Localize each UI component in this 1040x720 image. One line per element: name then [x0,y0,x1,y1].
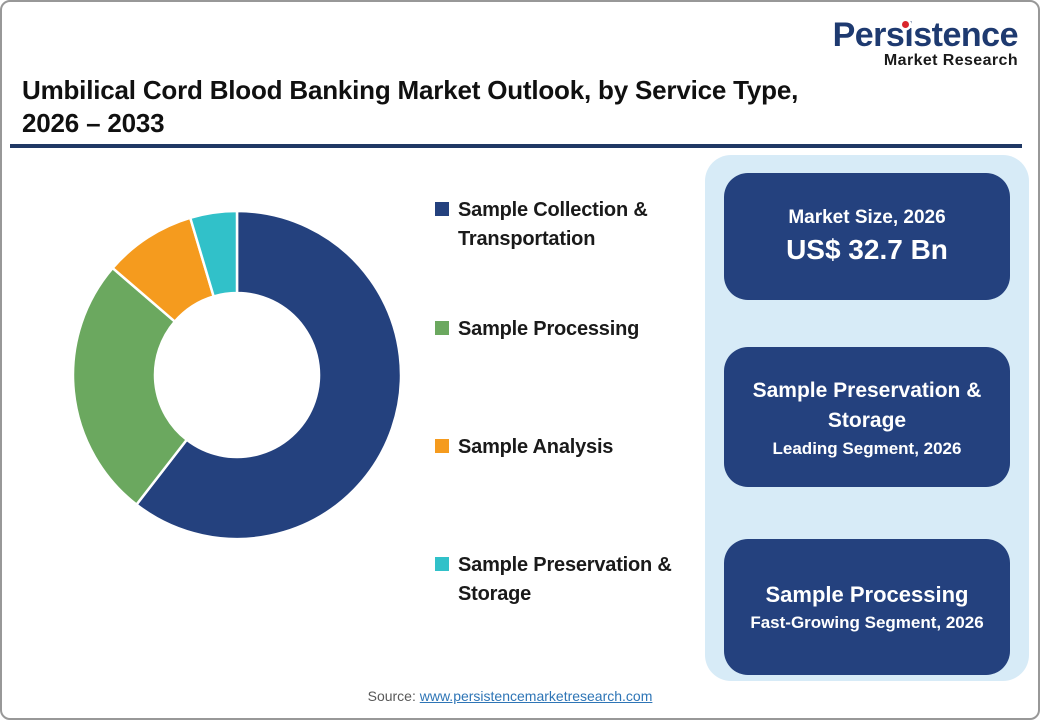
legend-label: Sample Processing [458,318,640,340]
source-label: Source: [367,688,416,704]
legend-swatch-teal [435,557,449,571]
page-title-line1: Umbilical Cord Blood Banking Market Outl… [22,75,799,105]
title-underline [10,144,1022,148]
brand-tagline: Market Research [883,52,1018,69]
legend-swatch-orange [435,439,449,453]
legend-item-sample-collection: Sample Collection & Transportation [435,196,697,254]
brand-name: Persistence [832,16,1019,54]
donut-chart [71,209,403,541]
legend-label: Sample Analysis [458,436,614,458]
market-size-value: US$ 32.7 Bn [786,234,948,265]
source-line: Source: www.persistencemarketresearch.co… [2,688,1018,704]
highlights-panel: Market Size, 2026 US$ 32.7 Bn Sample Pre… [705,155,1029,681]
fast-growing-segment-name: Sample Processing [765,581,969,607]
donut-slice [71,266,188,506]
donut-slice [135,209,403,541]
brand-logo: Persistence Market Research [832,16,1019,69]
fast-growing-segment-card: Sample Processing Fast-Growing Segment, … [724,539,1010,675]
legend-swatch-green [435,321,449,335]
legend-swatch-blue [435,202,449,216]
leading-segment-name: Sample Preservation & Storage [752,378,982,432]
source-link[interactable]: www.persistencemarketresearch.com [419,688,653,704]
leading-segment-caption: Leading Segment, 2026 [772,438,962,458]
legend-label: Sample Preservation & Storage [458,554,672,605]
market-size-card: Market Size, 2026 US$ 32.7 Bn [724,173,1010,300]
page-title-line2: 2026 – 2033 [22,108,165,138]
donut-slice [189,209,239,298]
legend-item-sample-preservation: Sample Preservation & Storage [435,551,697,609]
legend-item-sample-analysis: Sample Analysis [435,433,697,462]
fast-growing-segment-caption: Fast-Growing Segment, 2026 [750,612,984,632]
legend-label: Sample Collection & Transportation [458,199,648,250]
logo-i-dot-icon [902,21,909,28]
legend-item-sample-processing: Sample Processing [435,315,697,344]
market-size-title: Market Size, 2026 [788,207,946,228]
page-title: Umbilical Cord Blood Banking Market Outl… [22,74,902,140]
leading-segment-card: Sample Preservation & Storage Leading Se… [724,347,1010,487]
